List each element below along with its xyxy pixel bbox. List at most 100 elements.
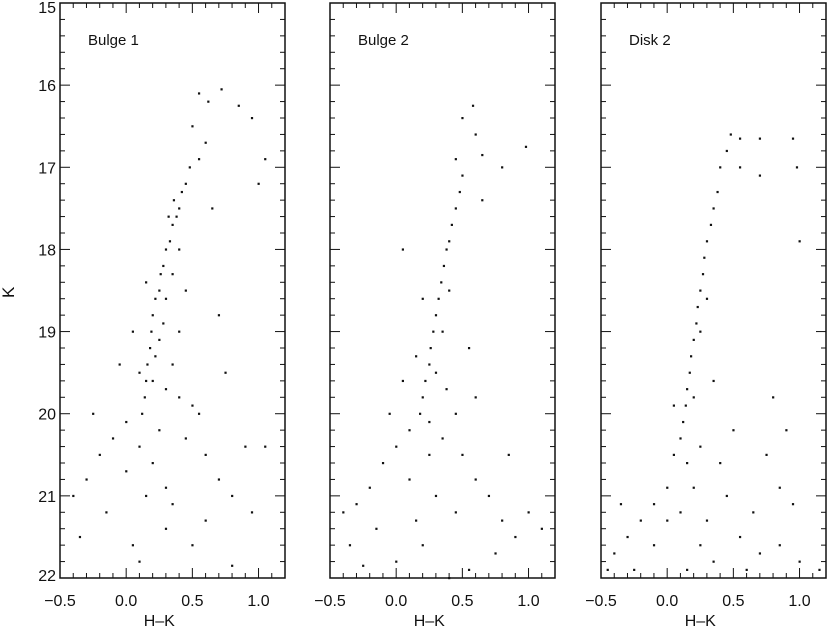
x-tick-label: 1.0 <box>247 593 269 610</box>
data-point <box>448 577 451 580</box>
data-point <box>716 190 719 194</box>
data-point <box>703 256 706 259</box>
data-point <box>355 503 358 506</box>
data-point <box>188 166 191 169</box>
x-tick-label: 0.5 <box>722 593 744 610</box>
data-point <box>231 564 234 567</box>
data-point <box>164 527 168 530</box>
data-point <box>368 486 371 489</box>
data-point <box>162 322 165 325</box>
data-point <box>474 478 477 481</box>
data-point <box>712 560 715 563</box>
data-point <box>85 478 88 481</box>
data-point <box>146 363 149 366</box>
data-point <box>171 223 174 226</box>
data-point <box>606 568 609 571</box>
data-point <box>633 568 636 571</box>
data-point <box>178 396 181 399</box>
data-point <box>672 453 675 456</box>
data-point <box>442 264 446 268</box>
data-point <box>421 396 424 399</box>
data-point <box>428 453 431 456</box>
y-tick-label: 22 <box>38 568 56 585</box>
x-tick-label: −0.5 <box>585 593 617 610</box>
y-tick-label: 19 <box>38 325 56 342</box>
data-point <box>143 396 146 399</box>
panel-3: −0.5 0.0 0.5 1.0 H–K Disk 2 <box>585 2 827 628</box>
data-point <box>440 281 443 284</box>
data-point <box>719 166 722 169</box>
data-point <box>149 347 152 350</box>
data-point <box>131 544 134 547</box>
data-point <box>729 133 732 136</box>
data-point <box>171 363 174 366</box>
data-point <box>798 560 801 563</box>
data-point <box>415 355 418 358</box>
data-point <box>481 199 484 202</box>
data-point <box>785 429 788 432</box>
y-tick-label: 20 <box>38 407 56 424</box>
y-tick-label: 17 <box>38 160 56 177</box>
data-point <box>699 544 702 547</box>
data-point <box>125 420 128 424</box>
data-point <box>709 223 713 226</box>
data-point <box>429 347 432 350</box>
data-point <box>507 453 510 456</box>
data-point <box>454 207 457 210</box>
data-point <box>639 519 642 522</box>
data-point <box>171 273 174 276</box>
data-point <box>395 560 398 563</box>
data-point <box>690 355 693 358</box>
data-point <box>401 248 404 251</box>
data-point <box>92 412 95 415</box>
data-point <box>432 330 435 333</box>
data-point <box>172 199 176 202</box>
data-point <box>191 404 194 407</box>
data-point <box>684 404 687 407</box>
data-point <box>791 503 795 506</box>
data-point <box>164 388 168 391</box>
data-point <box>795 166 799 169</box>
data-point <box>264 445 267 448</box>
plot-frame <box>59 2 286 579</box>
data-point <box>450 223 453 226</box>
data-point <box>791 137 795 140</box>
data-point <box>692 396 695 399</box>
data-point <box>224 371 227 374</box>
data-point <box>264 158 267 161</box>
x-tick-label: −0.5 <box>44 593 76 610</box>
data-point <box>408 478 411 481</box>
data-point <box>467 568 471 571</box>
data-point <box>138 445 141 448</box>
data-point <box>178 207 181 210</box>
x-axis-label: H–K <box>685 613 716 628</box>
data-point <box>679 437 682 440</box>
data-point <box>131 330 134 333</box>
data-point <box>348 544 352 547</box>
data-point <box>171 503 174 506</box>
data-point <box>705 297 709 300</box>
data-point <box>178 330 181 333</box>
data-point <box>98 453 101 456</box>
data-point <box>705 519 709 522</box>
data-point <box>672 404 675 407</box>
data-point <box>699 445 702 448</box>
data-point <box>159 273 162 276</box>
y-tick-label: 16 <box>38 78 56 95</box>
data-point <box>162 264 165 268</box>
data-point <box>701 273 705 276</box>
data-point <box>150 330 153 333</box>
data-point <box>679 511 682 514</box>
data-point <box>514 535 517 539</box>
data-point <box>197 92 201 95</box>
data-point <box>666 486 669 489</box>
data-point <box>184 289 187 292</box>
data-point <box>421 544 424 547</box>
data-point <box>732 429 735 432</box>
panel-1: −0.5 0.0 0.5 1.0 H–K 15 16 17 18 19 20 21 22 Bulge 1 <box>38 0 286 628</box>
x-tick-label: 0.5 <box>181 593 203 610</box>
data-point <box>421 297 424 300</box>
data-point <box>652 544 656 547</box>
data-point <box>184 182 187 185</box>
